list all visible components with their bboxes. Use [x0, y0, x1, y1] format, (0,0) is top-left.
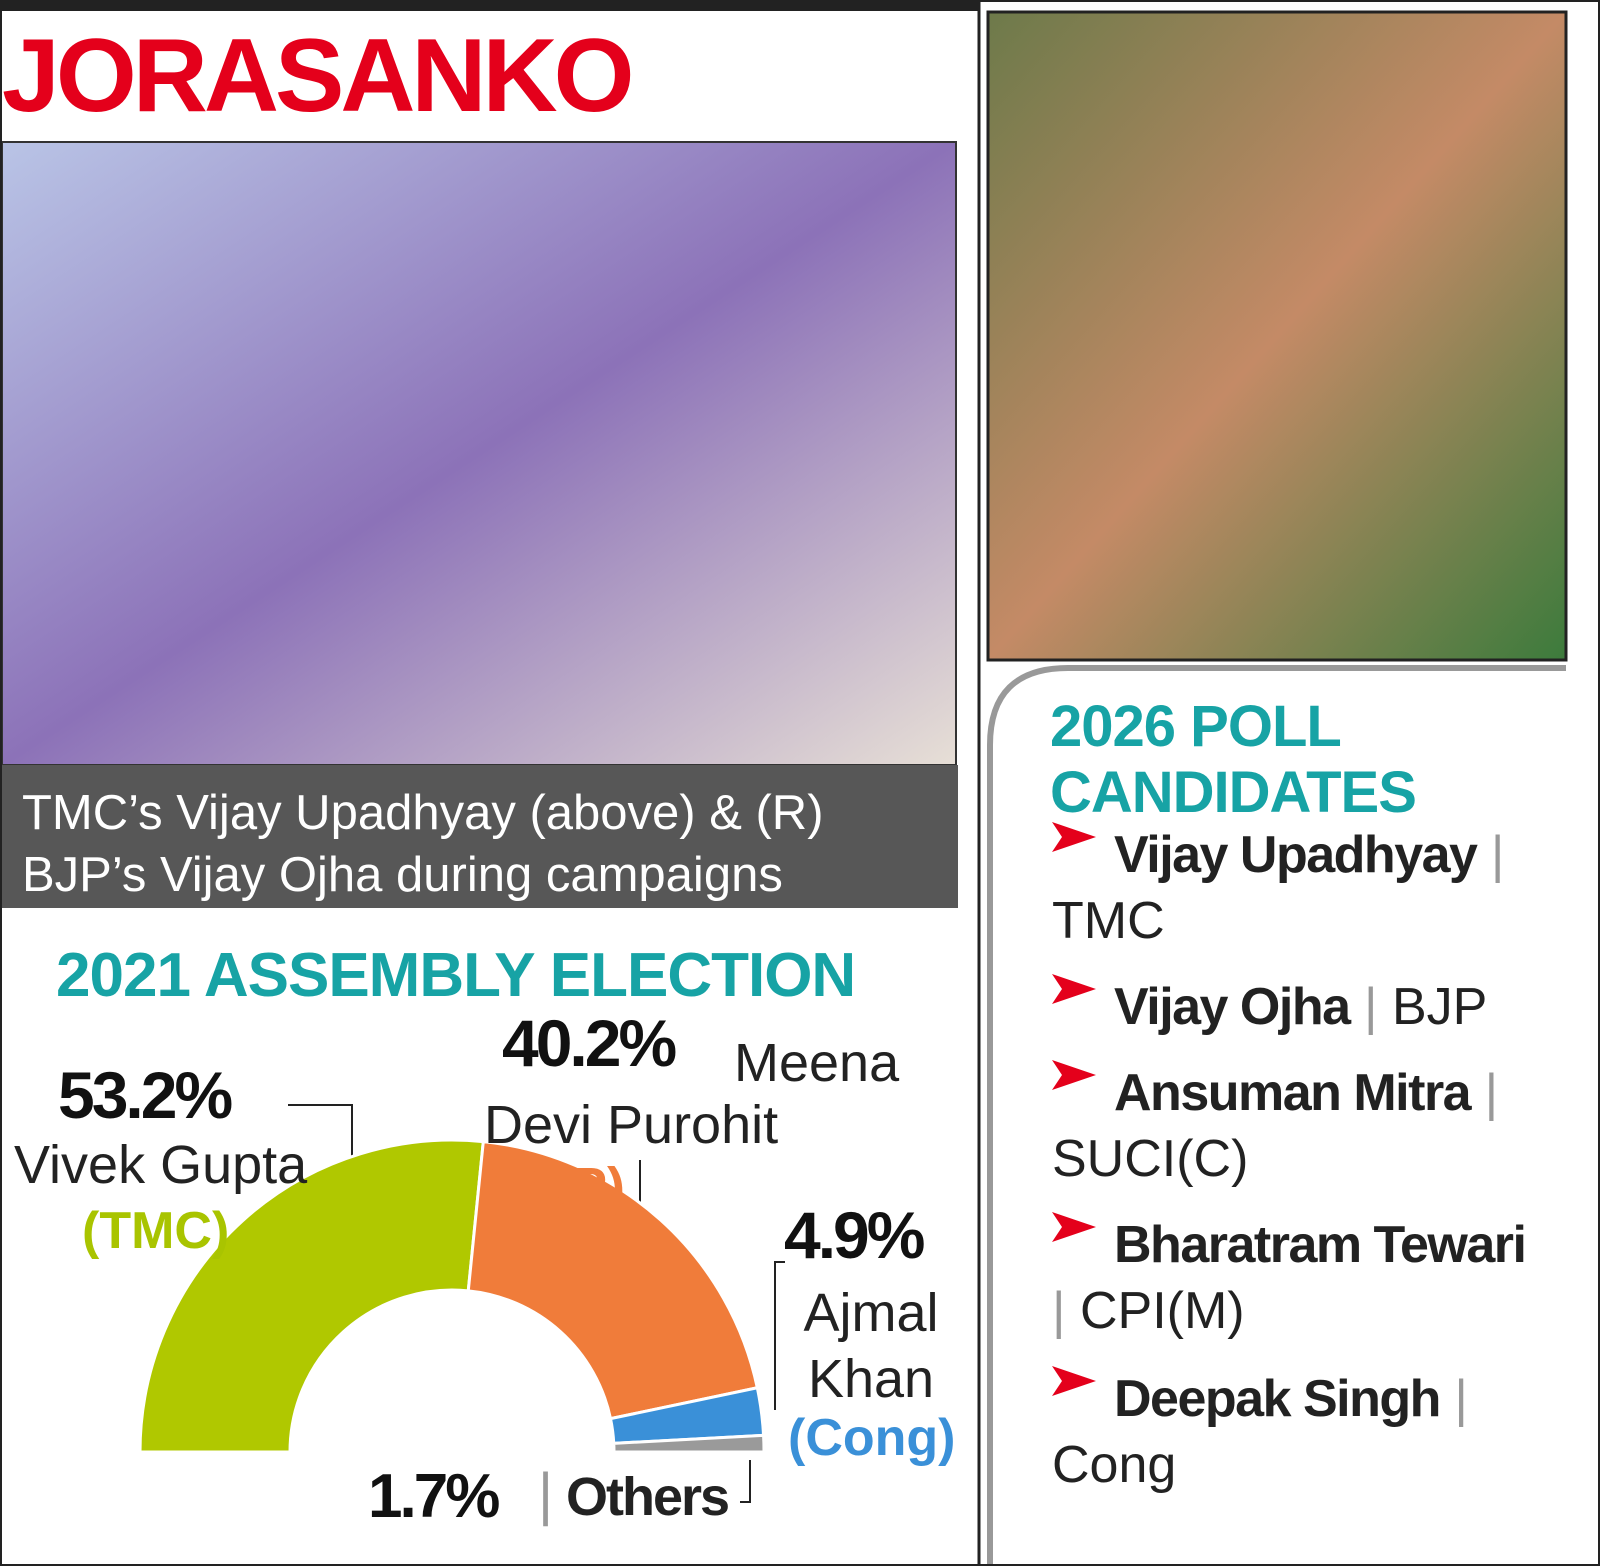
photo-right — [986, 10, 1568, 662]
category-label: Meena Devi Purohit (BJP) — [484, 1032, 924, 1218]
value-label: 1.7% — [368, 1462, 500, 1531]
category-label: Others — [566, 1467, 730, 1527]
category-label: Ajmal Khan — [803, 1283, 939, 1409]
caption-box — [0, 765, 958, 908]
party-label: (BJP) — [484, 1157, 626, 1217]
value-label: 53.2% — [58, 1058, 233, 1132]
separator: | — [538, 1462, 554, 1527]
slice — [138, 1138, 485, 1454]
candidate: Vijay Ojha | BJP — [1052, 974, 1542, 1040]
photo-left — [1, 141, 957, 766]
arrow — [1052, 1060, 1096, 1090]
candidate-name: Deepak Singh — [1114, 1370, 1441, 1428]
value-label: 40.2% — [502, 1006, 677, 1080]
candidate-name: Vijay Upadhyay — [1114, 826, 1478, 884]
candidate-party: SUCI(C) — [1052, 1130, 1249, 1188]
category-label: Vivek Gupta — [14, 1135, 308, 1195]
value-label: 4.9% — [784, 1198, 925, 1272]
candidate-party: Cong — [1052, 1436, 1177, 1494]
party-label: (TMC) — [82, 1202, 230, 1260]
arrow — [1052, 822, 1096, 852]
candidate-name: Ansuman Mitra — [1114, 1064, 1472, 1122]
photo-caption: TMC’s Vijay Upadhyay (above) & (R) BJP’s… — [22, 786, 824, 902]
separator: | — [1363, 978, 1378, 1036]
candidate: Ansuman Mitra | SUCI(C) — [1052, 1060, 1542, 1192]
candidate-party: CPI(M) — [1079, 1282, 1245, 1340]
candidate-name: Bharatram Tewari — [1114, 1216, 1527, 1274]
party-label: (Cong) — [788, 1409, 956, 1467]
chart-title: 2021 ASSEMBLY ELECTION — [56, 941, 856, 1010]
category-text: Meena Devi Purohit — [484, 1033, 900, 1155]
slice — [612, 1433, 766, 1454]
separator: | — [1490, 826, 1505, 884]
page-title: JORASANKO — [2, 18, 635, 134]
separator: | — [1484, 1064, 1499, 1122]
separator: | — [1454, 1370, 1468, 1428]
candidate: Bharatram Tewari | CPI(M) — [1052, 1212, 1542, 1344]
slice — [466, 1139, 760, 1421]
candidates-title: 2026 POLL CANDIDATES — [1050, 694, 1417, 825]
candidate-name: Vijay Ojha — [1114, 978, 1351, 1036]
arrow — [1052, 1366, 1096, 1396]
arrow — [1052, 1212, 1096, 1242]
arrow — [1052, 974, 1096, 1004]
candidate-party: BJP — [1391, 978, 1488, 1036]
candidate: Deepak Singh | Cong — [1052, 1366, 1542, 1498]
separator: | — [1052, 1282, 1066, 1340]
candidates-frame — [987, 665, 1566, 1566]
candidate: Vijay Upadhyay | TMC — [1052, 822, 1542, 954]
candidate-party: TMC — [1052, 892, 1165, 950]
